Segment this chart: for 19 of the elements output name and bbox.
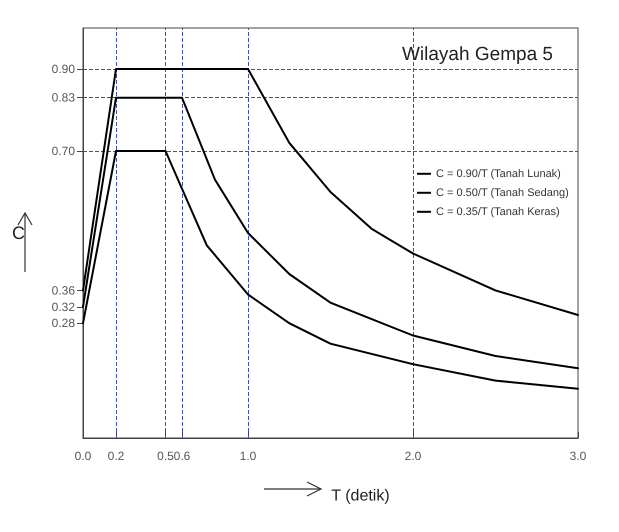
x-tick-label: 0.0 [74,449,92,463]
x-tick-label: 0.2 [108,449,125,463]
y-tick-label: 0.70 [52,144,76,158]
legend-label: C = 0.50/T (Tanah Sedang) [436,186,569,199]
x-tick-label: 2.0 [404,449,422,463]
y-tick-label: 0.28 [52,316,76,330]
x-axis-title: T (detik) [331,488,390,504]
y-tick-label: 0.83 [52,90,76,105]
legend-label: C = 0.35/T (Tanah Keras) [436,206,560,218]
x-tick-label: 0.5 [157,449,174,463]
y-axis-title: C [12,223,25,243]
y-tick-label: 0.36 [52,283,76,298]
x-tick-label: 0.6 [174,449,191,463]
y-tick-label: 0.90 [52,62,76,76]
y-tick-label: 0.32 [52,300,76,314]
x-tick-label: 1.0 [240,449,257,463]
x-tick-label: 3.0 [570,449,587,463]
legend-label: C = 0.90/T (Tanah Lunak) [436,168,561,180]
text: Wilayah Gempa 5 [402,44,554,65]
